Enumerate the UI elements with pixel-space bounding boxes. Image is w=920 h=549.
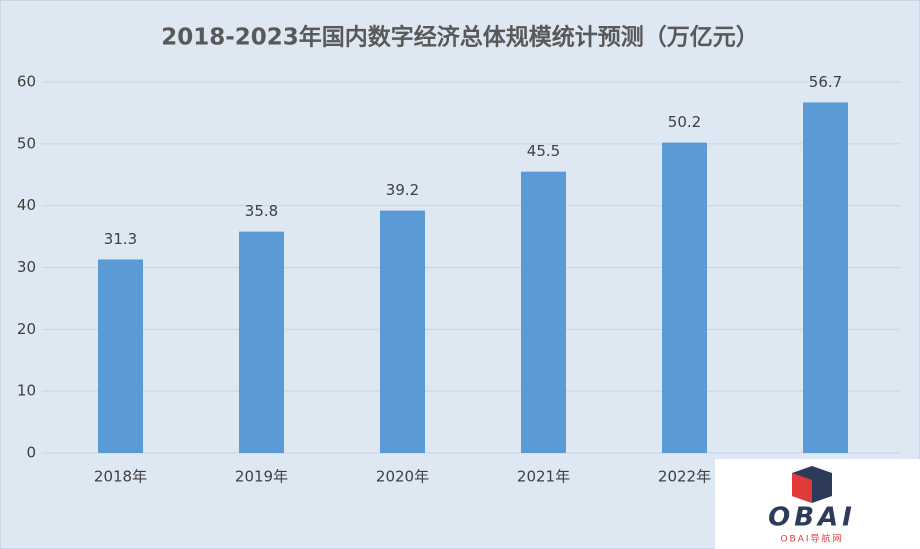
watermark: OBAI OBAI导航网 bbox=[715, 459, 920, 549]
bar bbox=[662, 142, 707, 453]
y-tick-label: 60 bbox=[17, 73, 36, 91]
x-tick-label: 2018年 bbox=[94, 468, 147, 486]
x-tick-label: 2022年 bbox=[658, 468, 711, 486]
y-tick-label: 10 bbox=[17, 382, 36, 400]
plot-area: 0 10 20 30 40 50 60 2018年 31.3 2019年 35.8 2020年 39.2… bbox=[17, 73, 900, 486]
value-label: 45.5 bbox=[527, 142, 560, 160]
bar bbox=[803, 102, 848, 453]
value-label: 35.8 bbox=[245, 202, 278, 220]
watermark-caption: OBAI导航网 bbox=[780, 533, 843, 545]
value-label: 31.3 bbox=[104, 230, 137, 248]
bar bbox=[521, 171, 566, 454]
watermark-icon-face bbox=[792, 473, 812, 503]
y-tick-label: 50 bbox=[17, 134, 36, 152]
y-tick-label: 40 bbox=[17, 196, 36, 214]
x-tick-label: 2020年 bbox=[376, 468, 429, 486]
bar bbox=[239, 231, 284, 453]
y-tick-label: 30 bbox=[17, 258, 36, 276]
bar bbox=[98, 259, 143, 453]
x-tick-label: 2021年 bbox=[517, 468, 570, 486]
x-tick-label: 2019年 bbox=[235, 468, 288, 486]
value-label: 39.2 bbox=[386, 181, 419, 199]
y-tick-label: 0 bbox=[26, 444, 36, 462]
chart-title: 2018-2023年国内数字经济总体规模统计预测（万亿元） bbox=[161, 24, 759, 51]
bar bbox=[380, 210, 425, 453]
y-tick-label: 20 bbox=[17, 320, 36, 338]
value-label: 50.2 bbox=[668, 113, 701, 131]
watermark-logo: OBAI bbox=[768, 503, 856, 533]
value-label: 56.7 bbox=[809, 73, 842, 91]
